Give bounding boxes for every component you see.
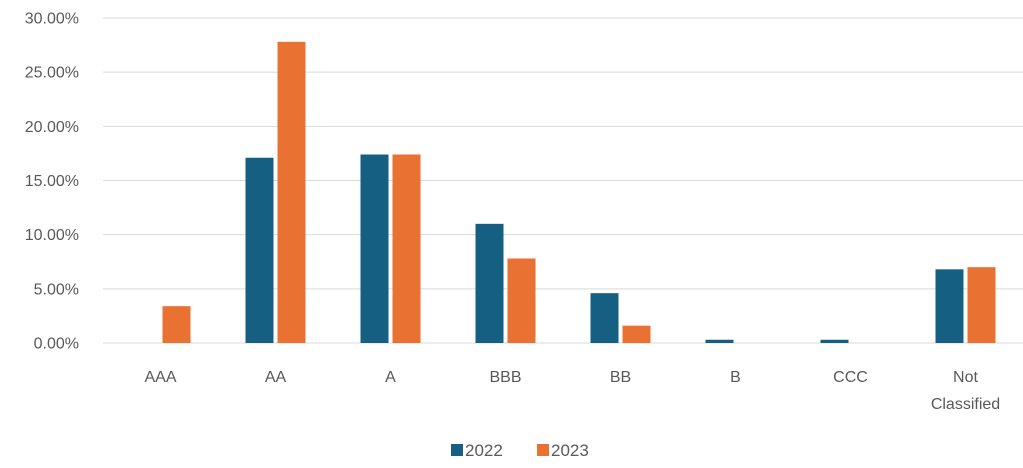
x-category-label-line: A (385, 369, 396, 386)
y-axis-tick-labels: 0.00% 5.00% 10.00% 15.00% 20.00% 25.00% 30.00% (25, 11, 79, 353)
x-category-label: AA (265, 369, 287, 386)
x-axis-category-labels: AAA AA A BBB BB B CCC Not Classified (144, 369, 1000, 413)
bar-2023-aa (277, 41, 306, 343)
x-category-label-line: Not (953, 369, 978, 386)
legend-label-2023: 2023 (551, 441, 589, 460)
y-tick-label: 10.00% (25, 227, 79, 244)
x-category-label-line: BB (610, 369, 631, 386)
x-category-label-line: Classified (931, 396, 1000, 413)
bar-2022-aa (245, 157, 274, 343)
x-category-label: BB (610, 369, 631, 386)
y-tick-label: 25.00% (25, 65, 79, 82)
bar-2022-a (360, 154, 389, 343)
bar-2022-not-classified (935, 269, 964, 343)
bar-2023-a (392, 154, 421, 343)
y-tick-label: 20.00% (25, 119, 79, 136)
legend: 2022 2023 (451, 441, 589, 460)
y-tick-label: 30.00% (25, 11, 79, 28)
x-category-label-line: AAA (144, 369, 176, 386)
bar-2022-ccc (820, 339, 849, 343)
bar-2023-bbb (507, 258, 536, 343)
x-category-label: BBB (489, 369, 521, 386)
x-category-label: CCC (833, 369, 868, 386)
bars (162, 41, 996, 343)
legend-swatch-2023 (537, 444, 549, 456)
y-tick-label: 15.00% (25, 173, 79, 190)
bar-2023-aaa (162, 306, 191, 343)
y-tick-label: 5.00% (34, 281, 79, 298)
x-category-label-line: CCC (833, 369, 868, 386)
x-category-label-line: AA (265, 369, 287, 386)
bar-2022-bbb (475, 223, 504, 343)
x-category-label: Not Classified (931, 369, 1000, 413)
x-category-label: B (730, 369, 741, 386)
x-category-label-line: B (730, 369, 741, 386)
y-tick-label: 0.00% (34, 336, 79, 353)
bar-2022-b (705, 339, 734, 343)
gridlines (103, 17, 1023, 344)
bar-2022-bb (590, 293, 619, 343)
legend-swatch-2022 (451, 444, 463, 456)
x-category-label-line: BBB (489, 369, 521, 386)
legend-label-2022: 2022 (465, 441, 503, 460)
x-category-label: AAA (144, 369, 176, 386)
bar-2023-not-classified (967, 267, 996, 343)
x-category-label: A (385, 369, 396, 386)
bar-2023-bb (622, 325, 651, 343)
